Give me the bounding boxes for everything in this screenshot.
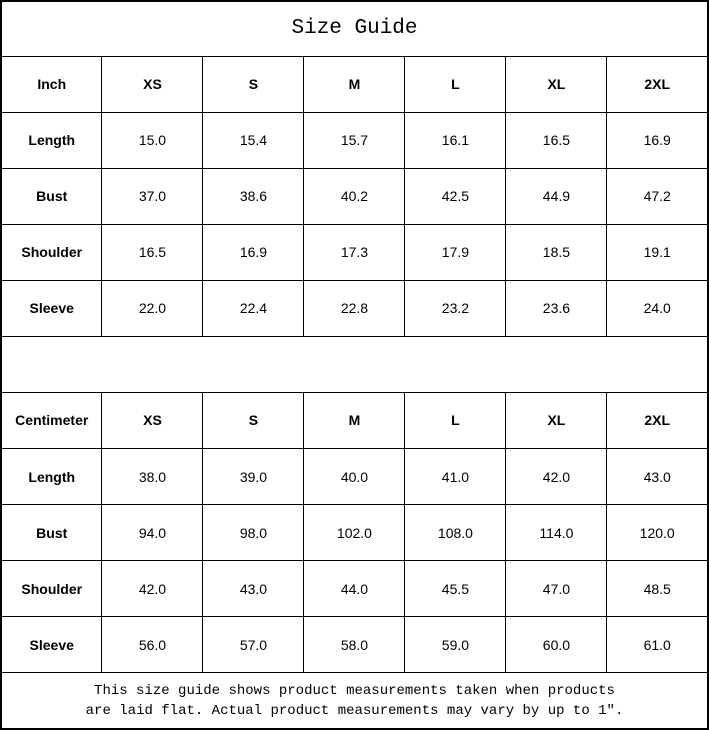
size-col-header: XL — [505, 55, 608, 113]
measurement-value: 94.0 — [101, 504, 204, 562]
measurement-value: 108.0 — [404, 504, 507, 562]
measurement-value: 41.0 — [404, 447, 507, 506]
measurement-value: 15.0 — [101, 111, 204, 169]
measurement-value: 22.4 — [202, 279, 305, 337]
size-col-header: M — [303, 55, 406, 113]
inch-header-row: Inch XS S M L XL 2XL — [0, 55, 709, 113]
measurement-value: 56.0 — [101, 616, 204, 674]
size-col-header: M — [303, 391, 406, 450]
measurement-value: 16.9 — [606, 111, 709, 169]
measurement-value: 37.0 — [101, 167, 204, 225]
measurement-value: 47.2 — [606, 167, 709, 225]
row-label: Length — [0, 447, 103, 506]
cm-header-row: Centimeter XS S M L XL 2XL — [0, 391, 709, 450]
size-col-header: XL — [505, 391, 608, 450]
spacer-cell — [0, 335, 709, 393]
measurement-value: 15.7 — [303, 111, 406, 169]
title-row: Size Guide — [0, 0, 709, 57]
measurement-value: 57.0 — [202, 616, 305, 674]
measurement-value: 120.0 — [606, 504, 709, 562]
row-label: Bust — [0, 504, 103, 562]
measurement-value: 40.0 — [303, 447, 406, 506]
table-row-sleeve-inch: Sleeve 22.0 22.4 22.8 23.2 23.6 24.0 — [0, 279, 709, 337]
table-row-bust-cm: Bust 94.0 98.0 102.0 108.0 114.0 120.0 — [0, 504, 709, 562]
measurement-value: 43.0 — [606, 447, 709, 506]
measurement-value: 18.5 — [505, 223, 608, 281]
measurement-value: 61.0 — [606, 616, 709, 674]
row-label: Sleeve — [0, 616, 103, 674]
measurement-value: 42.0 — [101, 560, 204, 618]
measurement-value: 15.4 — [202, 111, 305, 169]
size-col-header: XS — [101, 391, 204, 450]
measurement-value: 43.0 — [202, 560, 305, 618]
measurement-value: 59.0 — [404, 616, 507, 674]
measurement-value: 38.0 — [101, 447, 204, 506]
size-col-header: S — [202, 55, 305, 113]
measurement-value: 60.0 — [505, 616, 608, 674]
measurement-value: 48.5 — [606, 560, 709, 618]
measurement-value: 58.0 — [303, 616, 406, 674]
row-label: Shoulder — [0, 223, 103, 281]
page-title: Size Guide — [0, 0, 709, 57]
size-col-header: XS — [101, 55, 204, 113]
measurement-value: 42.5 — [404, 167, 507, 225]
row-label: Bust — [0, 167, 103, 225]
measurement-value: 23.6 — [505, 279, 608, 337]
footer-note-line1: This size guide shows product measuremen… — [94, 682, 615, 699]
size-col-header: 2XL — [606, 391, 709, 450]
table-row-length-inch: Length 15.0 15.4 15.7 16.1 16.5 16.9 — [0, 111, 709, 169]
measurement-value: 114.0 — [505, 504, 608, 562]
size-col-header: S — [202, 391, 305, 450]
unit-label-inch: Inch — [0, 55, 103, 113]
row-label: Sleeve — [0, 279, 103, 337]
measurement-value: 24.0 — [606, 279, 709, 337]
measurement-value: 16.1 — [404, 111, 507, 169]
measurement-value: 98.0 — [202, 504, 305, 562]
measurement-value: 23.2 — [404, 279, 507, 337]
measurement-value: 45.5 — [404, 560, 507, 618]
size-col-header: L — [404, 391, 507, 450]
measurement-value: 42.0 — [505, 447, 608, 506]
table-row-shoulder-inch: Shoulder 16.5 16.9 17.3 17.9 18.5 19.1 — [0, 223, 709, 281]
footer-note: This size guide shows product measuremen… — [0, 672, 709, 730]
size-col-header: 2XL — [606, 55, 709, 113]
row-label: Shoulder — [0, 560, 103, 618]
table-row-bust-inch: Bust 37.0 38.6 40.2 42.5 44.9 47.2 — [0, 167, 709, 225]
measurement-value: 40.2 — [303, 167, 406, 225]
measurement-value: 22.8 — [303, 279, 406, 337]
measurement-value: 39.0 — [202, 447, 305, 506]
measurement-value: 22.0 — [101, 279, 204, 337]
footer-row: This size guide shows product measuremen… — [0, 672, 709, 730]
table-row-length-cm: Length 38.0 39.0 40.0 41.0 42.0 43.0 — [0, 447, 709, 506]
measurement-value: 19.1 — [606, 223, 709, 281]
table-row-sleeve-cm: Sleeve 56.0 57.0 58.0 59.0 60.0 61.0 — [0, 616, 709, 674]
row-label: Length — [0, 111, 103, 169]
measurement-value: 16.9 — [202, 223, 305, 281]
measurement-value: 38.6 — [202, 167, 305, 225]
measurement-value: 47.0 — [505, 560, 608, 618]
measurement-value: 16.5 — [505, 111, 608, 169]
size-col-header: L — [404, 55, 507, 113]
measurement-value: 102.0 — [303, 504, 406, 562]
measurement-value: 16.5 — [101, 223, 204, 281]
measurement-value: 17.3 — [303, 223, 406, 281]
measurement-value: 44.9 — [505, 167, 608, 225]
footer-note-line2: are laid flat. Actual product measuremen… — [85, 702, 624, 719]
measurement-value: 44.0 — [303, 560, 406, 618]
table-row-shoulder-cm: Shoulder 42.0 43.0 44.0 45.5 47.0 48.5 — [0, 560, 709, 618]
unit-label-centimeter: Centimeter — [0, 391, 103, 450]
measurement-value: 17.9 — [404, 223, 507, 281]
spacer-row — [0, 335, 709, 393]
